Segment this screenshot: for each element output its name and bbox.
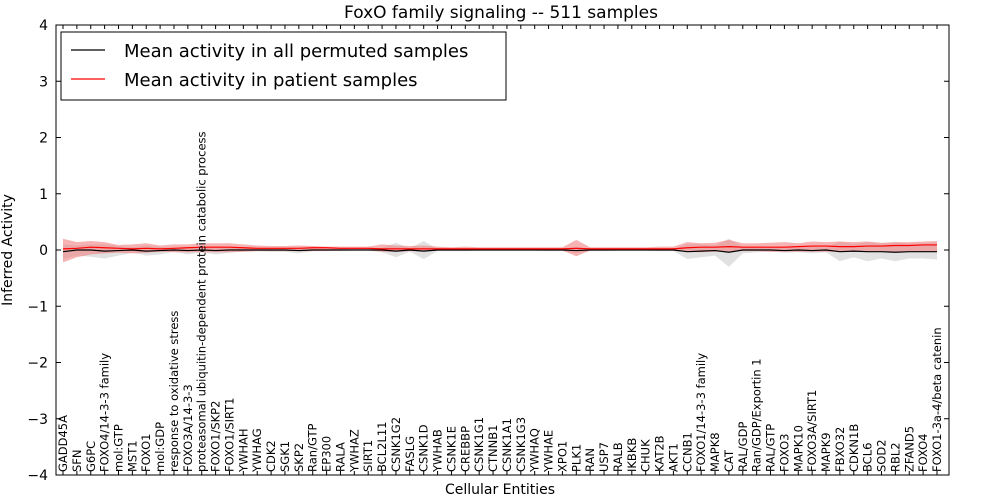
x-tick-label: FBXO32 <box>833 427 847 472</box>
line-series-0 <box>62 249 937 253</box>
x-tick-label: RAN <box>583 448 597 472</box>
x-tick-label: SGK1 <box>278 441 292 472</box>
x-tick-label: AKT1 <box>666 443 680 472</box>
x-tick-label: CHUK <box>639 439 653 472</box>
x-tick-label: CCNB1 <box>680 432 694 472</box>
x-tick-label: FASLG <box>403 436 417 472</box>
x-tick-label: YWHAB <box>431 429 445 473</box>
x-tick-label: RALA <box>333 442 347 472</box>
x-tick-labels: GADD45A SFN G6PC FOXO4/14-3-3 family mol:GTP… <box>56 25 944 475</box>
x-tick-label: CSNK1D <box>417 424 431 472</box>
y-ticks: −4 −3 −2 −1 0 1 2 3 4 <box>27 18 949 484</box>
legend-label-patient: Mean activity in patient samples <box>124 70 418 91</box>
x-tick-label: SIRT1 <box>361 440 375 472</box>
x-tick-label: CAT <box>722 449 736 472</box>
y-tick-label: 2 <box>39 131 48 147</box>
y-tick-label: 0 <box>39 243 48 259</box>
x-tick-label: Ran/GTP <box>306 424 320 472</box>
x-tick-label: USP7 <box>597 442 611 472</box>
x-tick-label: RAL/GTP <box>764 424 778 472</box>
x-tick-label: SKP2 <box>292 443 306 472</box>
x-tick-label: FOXO3A/14-3-3 <box>181 384 195 472</box>
x-axis-label: Cellular Entities <box>445 482 555 498</box>
x-tick-label: proteasomal ubiquitin-dependent protein … <box>195 131 209 472</box>
chart-title: FoxO family signaling -- 511 samples <box>344 3 658 23</box>
x-tick-label: EP300 <box>320 436 334 472</box>
x-tick-label: FOXO3A/SIRT1 <box>805 390 819 472</box>
x-tick-label: Ran/GDP/Exportin 1 <box>750 358 764 472</box>
x-tick-label: IKBKB <box>625 438 639 472</box>
y-tick-label: 3 <box>39 74 48 90</box>
x-tick-label: FOXO1-3a-4/beta catenin <box>930 327 944 472</box>
x-tick-label: CDK2 <box>264 440 278 472</box>
x-tick-label: CSNK1G3 <box>514 417 528 472</box>
x-tick-label: FOXO1/SKP2 <box>209 401 223 472</box>
x-tick-label: YWHAH <box>236 428 250 473</box>
y-tick-label: −3 <box>27 412 48 428</box>
x-tick-label: RALB <box>611 442 625 472</box>
x-tick-label: CSNK1A1 <box>500 418 514 472</box>
y-tick-label: −4 <box>27 468 48 484</box>
legend: Mean activity in all permuted samples Me… <box>60 31 507 101</box>
x-tick-label: FOXO1/14-3-3 family <box>694 353 708 472</box>
x-tick-label: MST1 <box>125 440 139 472</box>
x-tick-label: BCL6 <box>861 443 875 472</box>
x-tick-label: CSNK1G2 <box>389 417 403 472</box>
x-tick-label: CREBBP <box>458 426 472 472</box>
x-tick-label: YWHAE <box>542 430 556 473</box>
x-tick-label: FOXO3 <box>777 434 791 472</box>
x-tick-label: YWHAZ <box>347 429 361 473</box>
legend-box <box>60 31 507 101</box>
y-tick-label: 4 <box>39 18 48 34</box>
x-tick-label: G6PC <box>84 441 98 472</box>
x-tick-label: CTNNB1 <box>486 425 500 472</box>
y-tick-label: −2 <box>27 356 48 372</box>
x-tick-label: SFN <box>70 449 84 472</box>
x-tick-label: CSNK1G1 <box>472 417 486 472</box>
plot-frame <box>55 24 950 476</box>
x-tick-label: response to oxidative stress <box>167 311 181 472</box>
x-tick-label: mol:GDP <box>153 422 167 472</box>
x-tick-label: FOXO1 <box>139 434 153 472</box>
line-series-1 <box>62 244 937 250</box>
x-tick-label: RBL2 <box>888 442 902 472</box>
x-tick-label: MAPK10 <box>791 425 805 472</box>
x-tick-label: RAL/GDP <box>736 422 750 472</box>
x-tick-label: FOXO4 <box>916 434 930 472</box>
x-tick-label: CDKN1B <box>847 424 861 472</box>
x-tick-label: FOXO1/SIRT1 <box>222 397 236 472</box>
x-tick-label: MAPK8 <box>708 432 722 472</box>
x-tick-label: CSNK1E <box>444 426 458 472</box>
x-tick-label: mol:GTP <box>111 424 125 472</box>
x-tick-label: PLK1 <box>569 444 583 472</box>
x-tick-label: ZFAND5 <box>902 426 916 472</box>
confidence-bands <box>63 238 937 267</box>
y-axis-label: Inferred Activity <box>0 194 16 306</box>
x-tick-label: YWHAQ <box>528 428 542 473</box>
band-series-1 <box>63 238 937 263</box>
x-tick-label: BCL2L11 <box>375 422 389 472</box>
legend-label-permuted: Mean activity in all permuted samples <box>124 41 468 62</box>
y-tick-label: 1 <box>39 187 48 203</box>
x-tick-label: MAPK9 <box>819 432 833 472</box>
series-lines <box>62 244 937 253</box>
x-tick-label: XPO1 <box>555 441 569 472</box>
y-tick-label: −1 <box>27 299 48 315</box>
x-tick-label: YWHAG <box>250 428 264 473</box>
x-tick-label: FOXO4/14-3-3 family <box>98 353 112 472</box>
x-tick-label: KAT2B <box>653 435 667 472</box>
x-tick-label: SOD2 <box>875 439 889 472</box>
x-tick-label: GADD45A <box>56 415 70 472</box>
